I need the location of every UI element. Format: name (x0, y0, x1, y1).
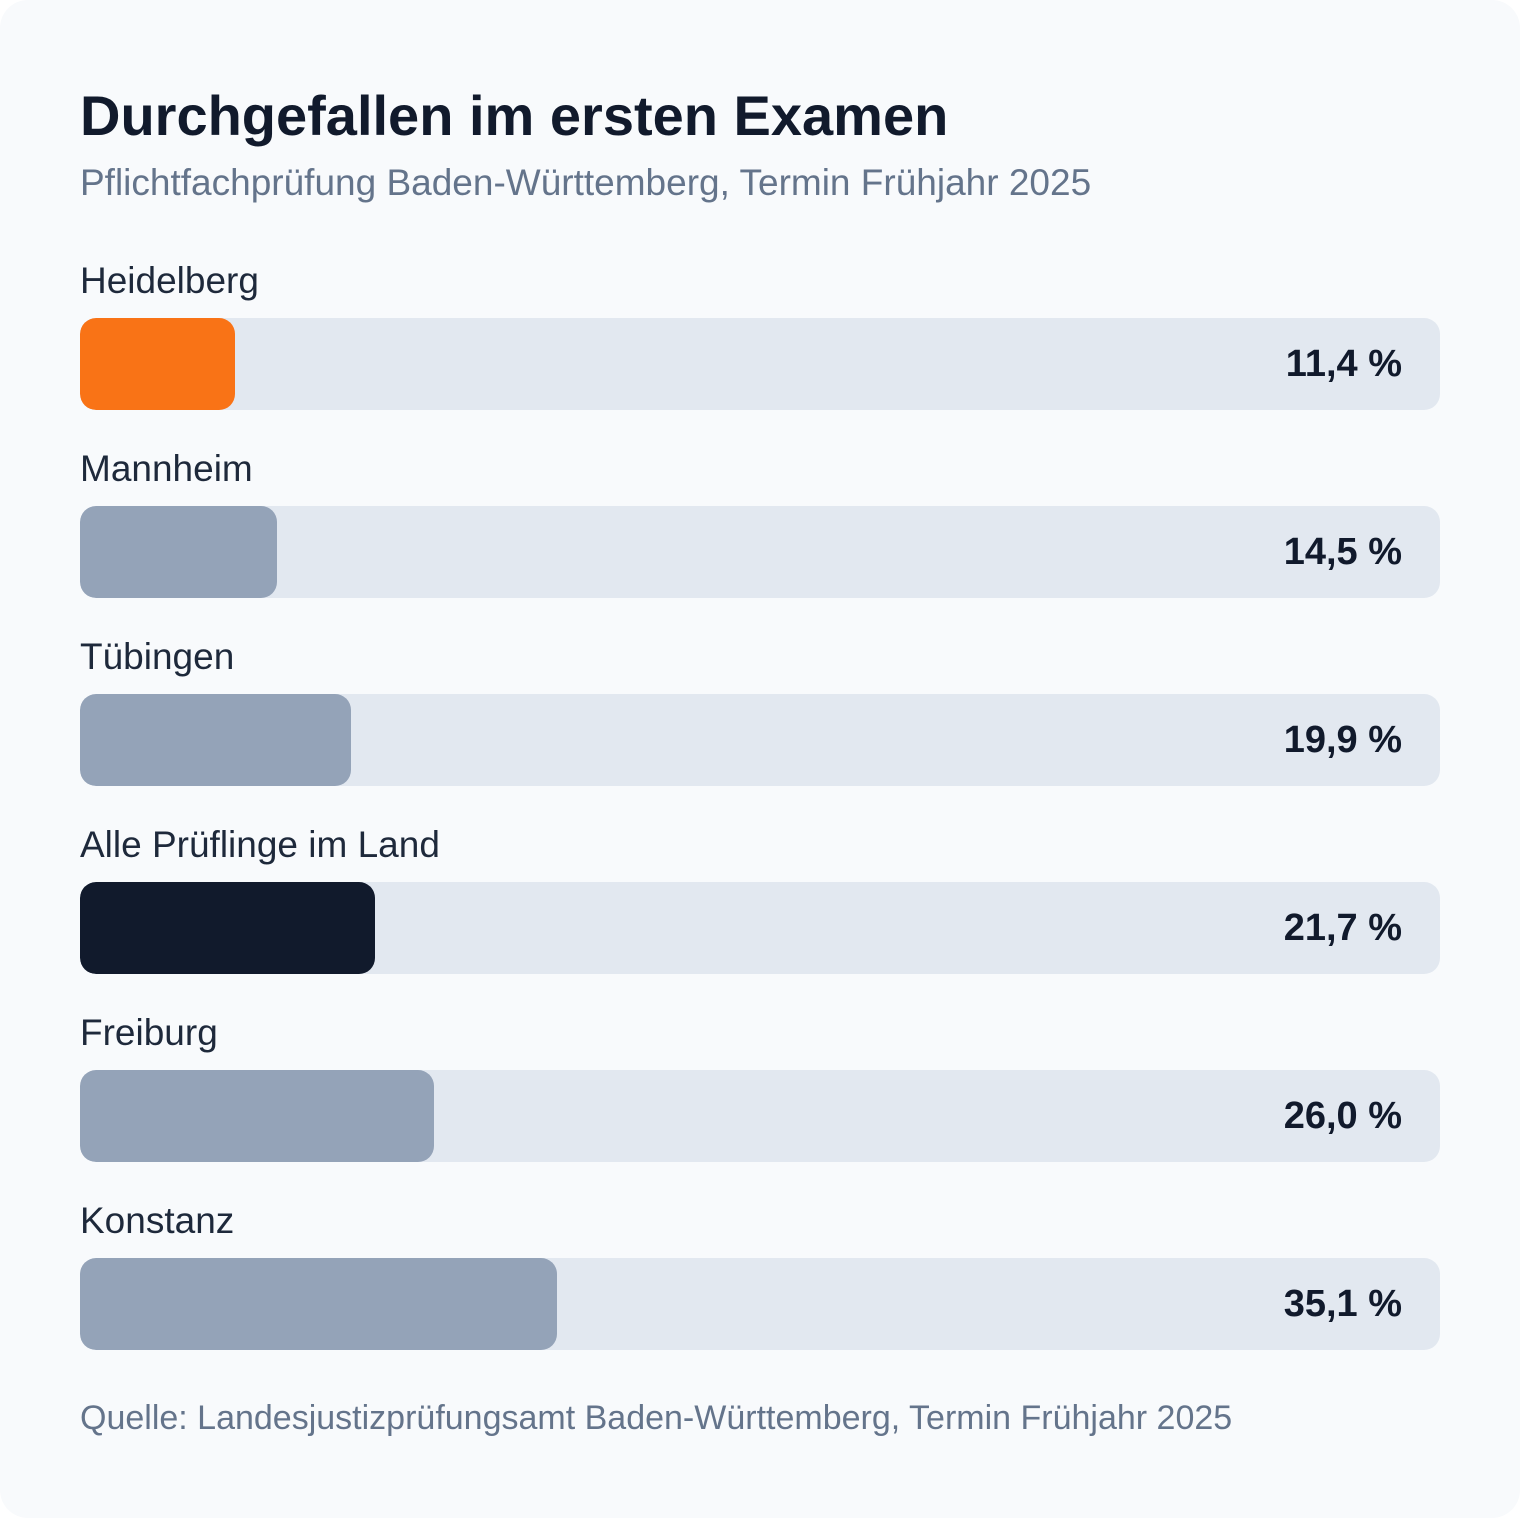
bar-row: Mannheim 14,5 % (80, 438, 1440, 626)
bar-value-label: 19,9 % (1283, 719, 1402, 761)
bar-category-label: Tübingen (80, 636, 235, 677)
bar-track (80, 318, 1440, 410)
chart-subtitle: Pflichtfachprüfung Baden-Württemberg, Te… (80, 162, 1092, 203)
bar-track (80, 1070, 1440, 1162)
bar-track (80, 1258, 1440, 1350)
bar-row: Freiburg 26,0 % (80, 1002, 1440, 1190)
bar-row: Tübingen 19,9 % (80, 626, 1440, 814)
bar-value-label: 14,5 % (1283, 531, 1402, 573)
bar-track (80, 882, 1440, 974)
bar-row: Alle Prüflinge im Land 21,7 % (80, 814, 1440, 1002)
bar (80, 1258, 557, 1350)
bar-category-label: Mannheim (80, 448, 253, 489)
bar-category-label: Konstanz (80, 1200, 235, 1241)
bar-value-label: 35,1 % (1283, 1283, 1402, 1325)
bar-value-label: 21,7 % (1283, 907, 1402, 949)
bar-category-label: Freiburg (80, 1012, 218, 1053)
bar (80, 318, 235, 410)
bar (80, 694, 351, 786)
source-note: Quelle: Landesjustizprüfungsamt Baden-Wü… (80, 1399, 1233, 1437)
bar-category-label: Alle Prüflinge im Land (80, 824, 440, 865)
bar (80, 506, 277, 598)
bar-track (80, 694, 1440, 786)
bar-list: Heidelberg 11,4 % Mannheim 14,5 % Tübingen 19… (80, 250, 1440, 1378)
chart-title: Durchgefallen im ersten Examen (80, 84, 949, 147)
bar-row: Konstanz 35,1 % (80, 1190, 1440, 1378)
bar-row: Heidelberg 11,4 % (80, 250, 1440, 438)
bar-track (80, 506, 1440, 598)
bar-value-label: 11,4 % (1285, 343, 1402, 385)
bar-value-label: 26,0 % (1283, 1095, 1402, 1137)
bar-category-label: Heidelberg (80, 260, 259, 301)
bar (80, 882, 375, 974)
bar (80, 1070, 434, 1162)
